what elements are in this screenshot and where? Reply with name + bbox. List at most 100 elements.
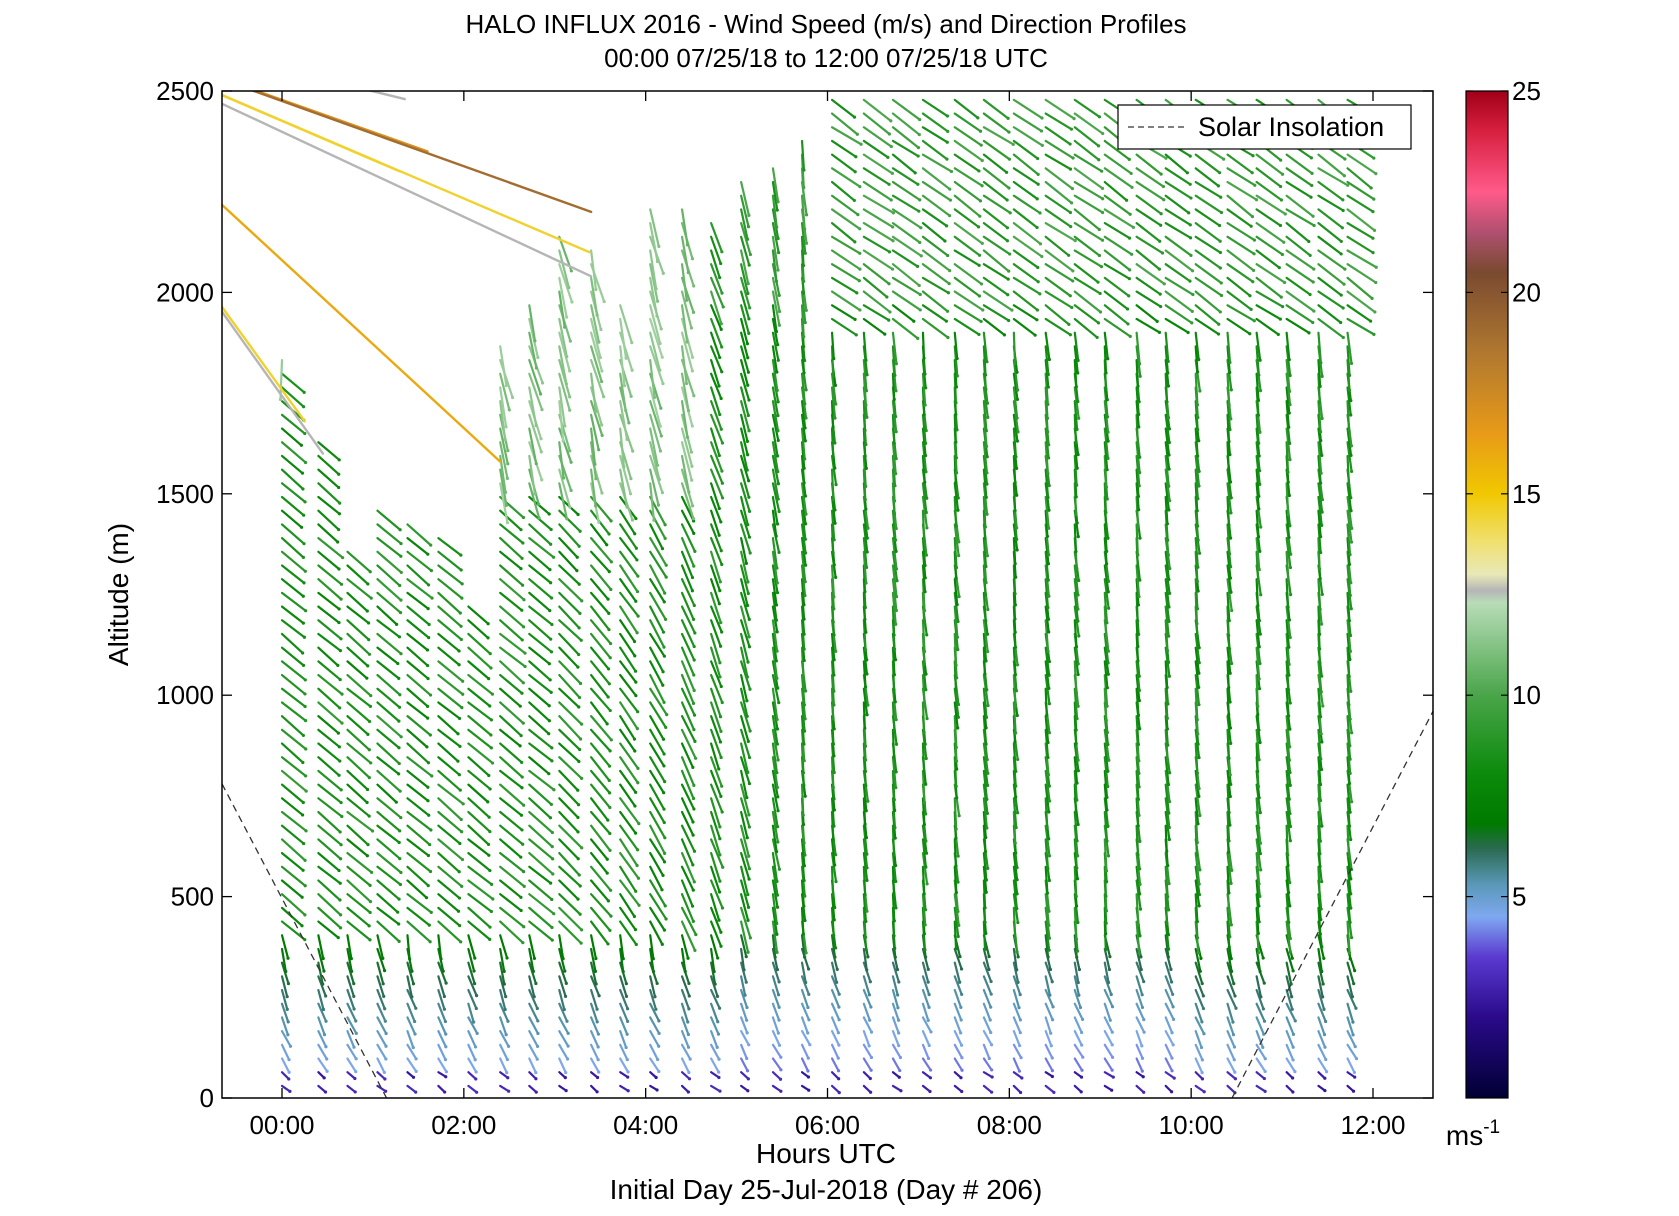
wind-vector-head: [1076, 371, 1080, 375]
wind-vector: [1044, 180, 1073, 204]
wind-vector-head: [598, 355, 602, 360]
wind-vector-head: [1197, 661, 1201, 665]
wind-vector: [1044, 317, 1072, 336]
wind-vector-head: [1016, 980, 1020, 985]
wind-vector-head: [365, 787, 370, 792]
wind-vector: [1346, 263, 1377, 284]
wind-vector: [710, 619, 722, 648]
wind-vector-head: [1189, 196, 1193, 200]
wind-vector-head: [863, 617, 867, 621]
wind-vector: [921, 427, 927, 457]
wind-vector-head: [1250, 171, 1254, 175]
wind-vector: [921, 578, 926, 612]
wind-vector-head: [324, 1019, 328, 1023]
wind-vector: [376, 851, 403, 874]
wind-vector-head: [1130, 185, 1134, 189]
wind-vector-head: [745, 342, 750, 346]
wind-vector-head: [747, 755, 752, 760]
wind-vector: [558, 865, 582, 888]
wind-vector-head: [894, 770, 898, 774]
wind-vector: [1164, 783, 1170, 815]
wind-vector: [830, 153, 857, 173]
wind-vector-head: [1107, 967, 1112, 972]
wind-vector-head: [325, 1057, 329, 1061]
wind-vector-head: [1232, 982, 1236, 986]
wind-vector-head: [1105, 621, 1109, 625]
wind-vector-head: [339, 637, 343, 641]
wind-vector-head: [593, 462, 597, 466]
wind-vector: [1226, 1030, 1236, 1049]
wind-vector: [619, 523, 638, 550]
wind-vector-head: [521, 625, 526, 629]
wind-vector-head: [892, 688, 896, 692]
wind-vector: [467, 1043, 477, 1061]
wind-vector-head: [1049, 1031, 1053, 1035]
wind-vector-head: [955, 676, 959, 680]
wind-vector-head: [1076, 920, 1080, 925]
wind-vector: [1226, 1057, 1236, 1074]
wind-vector: [406, 1057, 418, 1073]
wind-vector: [891, 441, 897, 475]
wind-vector: [1073, 810, 1079, 842]
wind-vector-head: [1015, 370, 1019, 374]
wind-vector-head: [1017, 1069, 1022, 1073]
wind-vector-head: [687, 1070, 691, 1075]
wind-vector: [921, 98, 949, 118]
wind-vector: [1194, 687, 1199, 721]
wind-vector-head: [539, 437, 543, 441]
wind-vector-head: [885, 295, 889, 299]
wind-vector-head: [718, 355, 722, 360]
wind-vector-head: [663, 851, 667, 855]
wind-vector: [1103, 646, 1110, 676]
wind-vector-head: [1288, 373, 1292, 378]
wind-vector-head: [578, 529, 582, 533]
wind-vector-head: [1288, 770, 1292, 775]
wind-vector-head: [1228, 935, 1232, 939]
wind-vector-head: [1251, 268, 1256, 273]
wind-vector-head: [894, 362, 899, 366]
wind-vector: [1346, 427, 1353, 457]
wind-vector-head: [563, 994, 568, 998]
wind-vector: [499, 783, 525, 807]
wind-vector: [982, 920, 987, 951]
wind-vector: [558, 797, 580, 819]
wind-vector: [406, 660, 430, 680]
wind-vector-head: [692, 658, 696, 662]
wind-vector-head: [1048, 967, 1053, 972]
wind-vector-head: [1291, 1045, 1295, 1049]
wind-vector: [680, 537, 695, 568]
wind-vector-head: [1014, 795, 1018, 799]
wind-vector: [1044, 1002, 1054, 1021]
wind-vector: [891, 1030, 900, 1047]
wind-vector-head: [804, 241, 809, 245]
wind-vector: [1226, 578, 1233, 612]
wind-vector: [376, 591, 402, 614]
wind-vector-head: [956, 496, 960, 500]
wind-vector: [982, 1002, 992, 1022]
colorbar-tick-label: 5: [1512, 882, 1526, 912]
wind-vector-head: [775, 905, 780, 909]
wind-vector: [1044, 578, 1049, 609]
wind-vector-head: [919, 226, 923, 230]
wind-vector-head: [863, 605, 867, 610]
wind-vector-head: [1076, 662, 1080, 666]
wind-vector-head: [954, 836, 958, 840]
wind-vector-head: [1231, 1033, 1236, 1037]
wind-vector: [982, 632, 988, 663]
wind-vector: [1255, 1016, 1265, 1036]
wind-vector: [921, 742, 926, 773]
wind-vector-head: [865, 373, 869, 377]
wind-vector: [590, 619, 612, 645]
wind-vector: [558, 1043, 569, 1061]
wind-vector-head: [1318, 894, 1322, 898]
wind-vector-head: [537, 516, 541, 520]
wind-vector-head: [552, 788, 556, 792]
wind-vector-head: [690, 478, 694, 482]
wind-vector: [346, 783, 369, 804]
wind-vector-head: [661, 683, 665, 687]
wind-vector-head: [506, 449, 510, 453]
wind-vector-head: [429, 828, 433, 832]
wind-vector-head: [1047, 526, 1051, 530]
wind-vector-head: [354, 1019, 358, 1023]
wind-vector: [406, 1043, 418, 1060]
